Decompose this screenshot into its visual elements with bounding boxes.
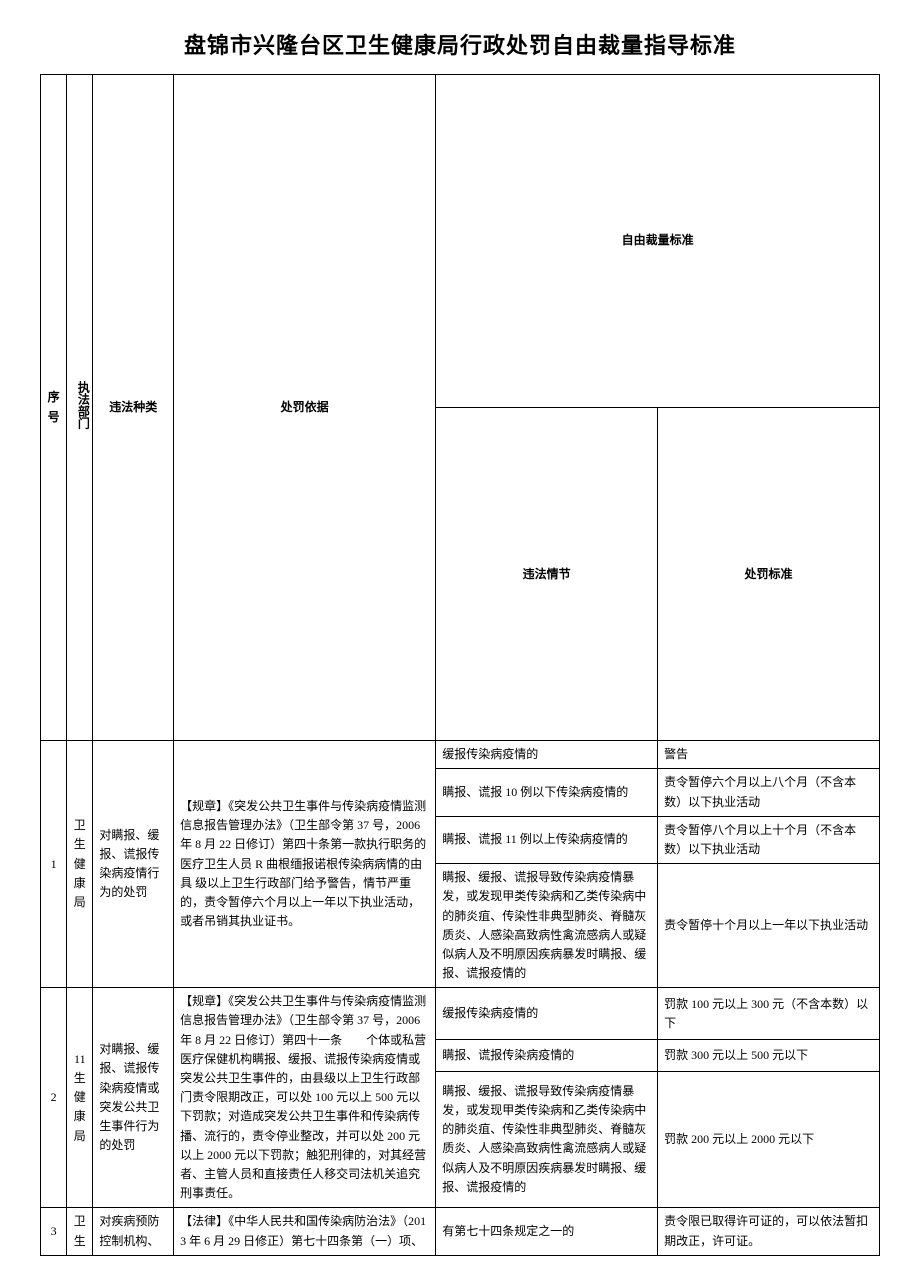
page-title: 盘锦市兴隆台区卫生健康局行政处罚自由裁量指导标准 [40, 28, 880, 60]
cell-type: 对瞒报、缓报、谎报传染病疫情或突发公共卫生事件行为的处罚 [93, 988, 174, 1208]
table-body: 1 卫生健康局 对瞒报、缓报、谎报传染病疫情行为的处罚 【规章】《突发公共卫生事… [41, 741, 880, 1256]
cell-standard: 责令限已取得许可证的，可以依法暂扣期改正，许可证。 [658, 1208, 880, 1255]
cell-standard: 罚款 300 元以上 500 元以下 [658, 1040, 880, 1071]
table-row: 3 卫生 对疾病预防控制机构、 【法律】《中华人民共和国传染病防治法》（2013… [41, 1208, 880, 1255]
th-type: 违法种类 [93, 75, 174, 741]
cell-type: 对瞒报、缓报、谎报传染病疫情行为的处罚 [93, 741, 174, 988]
cell-standard: 责令暂停八个月以上十个月（不含本数）以下执业活动 [658, 816, 880, 863]
cell-situation: 有第七十四条规定之一的 [436, 1208, 658, 1255]
cell-seq: 2 [41, 988, 67, 1208]
th-standard: 处罚标准 [658, 408, 880, 741]
cell-standard: 罚款 200 元以上 2000 元以下 [658, 1071, 880, 1208]
cell-basis: 【规章】《突发公共卫生事件与传染病疫情监测信息报告管理办法》（卫生部令第 37 … [174, 988, 436, 1208]
cell-situation: 瞒报、缓报、谎报导致传染病疫情暴发，或发现甲类传染病和乙类传染病中的肺炎疽、传染… [436, 864, 658, 988]
cell-seq: 1 [41, 741, 67, 988]
cell-dept: 11生健康局 [67, 988, 93, 1208]
cell-dept: 卫生健康局 [67, 741, 93, 988]
th-situation: 违法情节 [436, 408, 658, 741]
cell-situation: 瞒报、谎报 11 例以上传染病疫情的 [436, 816, 658, 863]
cell-standard: 责令暂停六个月以上八个月（不含本数）以下执业活动 [658, 769, 880, 816]
cell-basis: 【法律】《中华人民共和国传染病防治法》（2013 年 6 月 29 日修正）第七… [174, 1208, 436, 1255]
cell-standard: 罚款 100 元以上 300 元（不含本数）以下 [658, 988, 880, 1040]
cell-situation: 瞒报、缓报、谎报导致传染病疫情暴发，或发现甲类传染病和乙类传染病中的肺炎疽、传染… [436, 1071, 658, 1208]
cell-standard: 责令暂停十个月以上一年以下执业活动 [658, 864, 880, 988]
discretion-table: 序号 执法部门 违法种类 处罚依据 自由裁量标准 违法情节 处罚标准 1 卫生健… [40, 74, 880, 1256]
th-seq: 序号 [41, 75, 67, 741]
th-discretion: 自由裁量标准 [436, 75, 880, 408]
cell-dept: 卫生 [67, 1208, 93, 1255]
cell-standard: 警告 [658, 741, 880, 769]
th-basis: 处罚依据 [174, 75, 436, 741]
cell-basis: 【规章】《突发公共卫生事件与传染病疫情监测信息报告管理办法》（卫生部令第 37 … [174, 741, 436, 988]
cell-situation: 瞒报、谎报传染病疫情的 [436, 1040, 658, 1071]
cell-situation: 缓报传染病疫情的 [436, 988, 658, 1040]
cell-type: 对疾病预防控制机构、 [93, 1208, 174, 1255]
th-dept: 执法部门 [67, 75, 93, 741]
cell-situation: 缓报传染病疫情的 [436, 741, 658, 769]
table-row: 1 卫生健康局 对瞒报、缓报、谎报传染病疫情行为的处罚 【规章】《突发公共卫生事… [41, 741, 880, 769]
cell-seq: 3 [41, 1208, 67, 1255]
table-row: 2 11生健康局 对瞒报、缓报、谎报传染病疫情或突发公共卫生事件行为的处罚 【规… [41, 988, 880, 1040]
cell-situation: 瞒报、谎报 10 例以下传染病疫情的 [436, 769, 658, 816]
